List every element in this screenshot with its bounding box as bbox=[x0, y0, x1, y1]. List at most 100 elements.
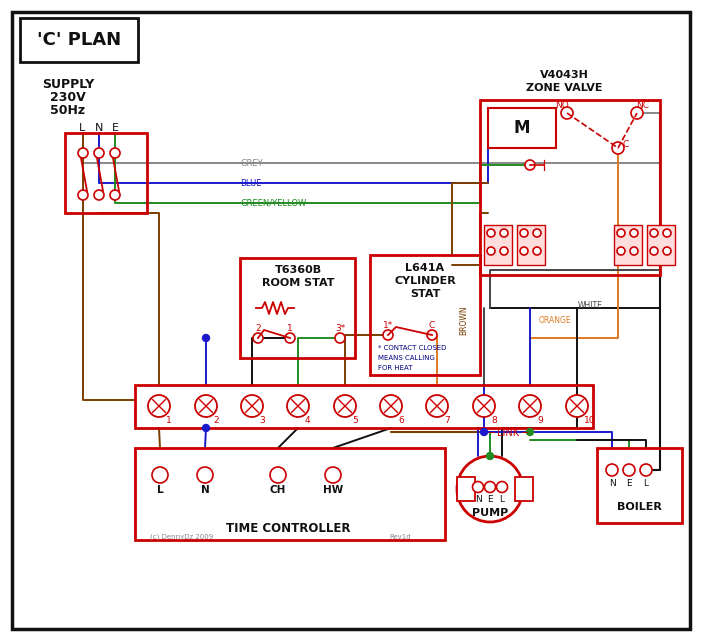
Text: L: L bbox=[500, 494, 505, 503]
Circle shape bbox=[487, 229, 495, 237]
Circle shape bbox=[520, 247, 528, 255]
Text: 50Hz: 50Hz bbox=[51, 103, 86, 117]
Circle shape bbox=[630, 229, 638, 237]
Text: L: L bbox=[644, 478, 649, 488]
Circle shape bbox=[427, 330, 437, 340]
Circle shape bbox=[78, 190, 88, 200]
Circle shape bbox=[202, 424, 209, 431]
Text: E: E bbox=[487, 494, 493, 503]
Text: 1: 1 bbox=[287, 324, 293, 333]
Text: GREEN/YELLOW: GREEN/YELLOW bbox=[240, 199, 306, 208]
Circle shape bbox=[152, 467, 168, 483]
Text: ZONE VALVE: ZONE VALVE bbox=[526, 83, 602, 93]
Text: BOILER: BOILER bbox=[616, 502, 661, 512]
Text: E: E bbox=[112, 123, 119, 133]
Bar bbox=[480, 100, 660, 275]
Circle shape bbox=[663, 229, 671, 237]
Text: 230V: 230V bbox=[50, 90, 86, 103]
Circle shape bbox=[486, 453, 494, 460]
Text: 8: 8 bbox=[491, 416, 497, 425]
Bar bbox=[20, 18, 138, 62]
Text: 10: 10 bbox=[584, 416, 595, 425]
Circle shape bbox=[195, 395, 217, 417]
Text: HW: HW bbox=[323, 485, 343, 495]
Text: TIME CONTROLLER: TIME CONTROLLER bbox=[226, 522, 350, 535]
Text: PUMP: PUMP bbox=[472, 508, 508, 518]
Text: L641A: L641A bbox=[406, 263, 444, 273]
Circle shape bbox=[253, 333, 263, 343]
Text: C: C bbox=[623, 140, 629, 149]
Text: T6360B: T6360B bbox=[274, 265, 322, 275]
Circle shape bbox=[110, 190, 120, 200]
Circle shape bbox=[566, 395, 588, 417]
Circle shape bbox=[525, 160, 535, 170]
Text: 3: 3 bbox=[259, 416, 265, 425]
Circle shape bbox=[650, 247, 658, 255]
Circle shape bbox=[473, 395, 495, 417]
Circle shape bbox=[519, 395, 541, 417]
Text: NC: NC bbox=[637, 101, 649, 110]
Circle shape bbox=[487, 247, 495, 255]
Text: 6: 6 bbox=[398, 416, 404, 425]
Text: 'C' PLAN: 'C' PLAN bbox=[37, 31, 121, 49]
Circle shape bbox=[202, 335, 209, 342]
Circle shape bbox=[533, 247, 541, 255]
Circle shape bbox=[380, 395, 402, 417]
Circle shape bbox=[148, 395, 170, 417]
Text: Rev1d: Rev1d bbox=[389, 534, 411, 540]
Text: GREY: GREY bbox=[240, 158, 263, 167]
Circle shape bbox=[241, 395, 263, 417]
Circle shape bbox=[496, 481, 508, 492]
Circle shape bbox=[484, 481, 496, 492]
Text: L: L bbox=[79, 123, 85, 133]
Circle shape bbox=[325, 467, 341, 483]
Text: (c) DennyDz 2009: (c) DennyDz 2009 bbox=[150, 534, 213, 540]
Circle shape bbox=[631, 107, 643, 119]
Bar bbox=[517, 225, 545, 265]
Bar bbox=[647, 225, 675, 265]
Text: 5: 5 bbox=[352, 416, 358, 425]
Text: 1*: 1* bbox=[383, 320, 393, 329]
Circle shape bbox=[640, 464, 652, 476]
Text: MEANS CALLING: MEANS CALLING bbox=[378, 355, 435, 361]
Text: 7: 7 bbox=[444, 416, 450, 425]
Bar bbox=[488, 108, 556, 148]
Bar bbox=[135, 385, 593, 428]
Circle shape bbox=[520, 229, 528, 237]
Text: 2: 2 bbox=[213, 416, 218, 425]
Circle shape bbox=[663, 247, 671, 255]
Text: N: N bbox=[201, 485, 209, 495]
Text: N: N bbox=[475, 494, 482, 503]
Bar bbox=[515, 477, 533, 501]
Text: 1: 1 bbox=[166, 416, 172, 425]
Circle shape bbox=[334, 395, 356, 417]
Circle shape bbox=[270, 467, 286, 483]
Circle shape bbox=[335, 333, 345, 343]
Circle shape bbox=[617, 229, 625, 237]
Text: ROOM STAT: ROOM STAT bbox=[262, 278, 334, 288]
Circle shape bbox=[612, 142, 624, 154]
Text: ─ LINK ─: ─ LINK ─ bbox=[488, 428, 528, 438]
Circle shape bbox=[561, 107, 573, 119]
Bar bbox=[370, 255, 480, 375]
Text: V4043H: V4043H bbox=[540, 70, 588, 80]
Text: ORANGE: ORANGE bbox=[538, 315, 571, 324]
Bar bbox=[614, 225, 642, 265]
Text: 2: 2 bbox=[256, 324, 261, 333]
Bar bbox=[240, 258, 355, 358]
Bar bbox=[457, 477, 475, 501]
Circle shape bbox=[623, 464, 635, 476]
Bar bbox=[484, 225, 512, 265]
Circle shape bbox=[287, 395, 309, 417]
Text: STAT: STAT bbox=[410, 289, 440, 299]
Text: * CONTACT CLOSED: * CONTACT CLOSED bbox=[378, 345, 446, 351]
Text: N: N bbox=[95, 123, 103, 133]
Circle shape bbox=[383, 330, 393, 340]
Text: NO: NO bbox=[555, 101, 569, 110]
Circle shape bbox=[500, 247, 508, 255]
Circle shape bbox=[617, 247, 625, 255]
Text: C: C bbox=[429, 320, 435, 329]
Text: L: L bbox=[157, 485, 164, 495]
Circle shape bbox=[426, 395, 448, 417]
Text: BLUE: BLUE bbox=[240, 178, 262, 188]
